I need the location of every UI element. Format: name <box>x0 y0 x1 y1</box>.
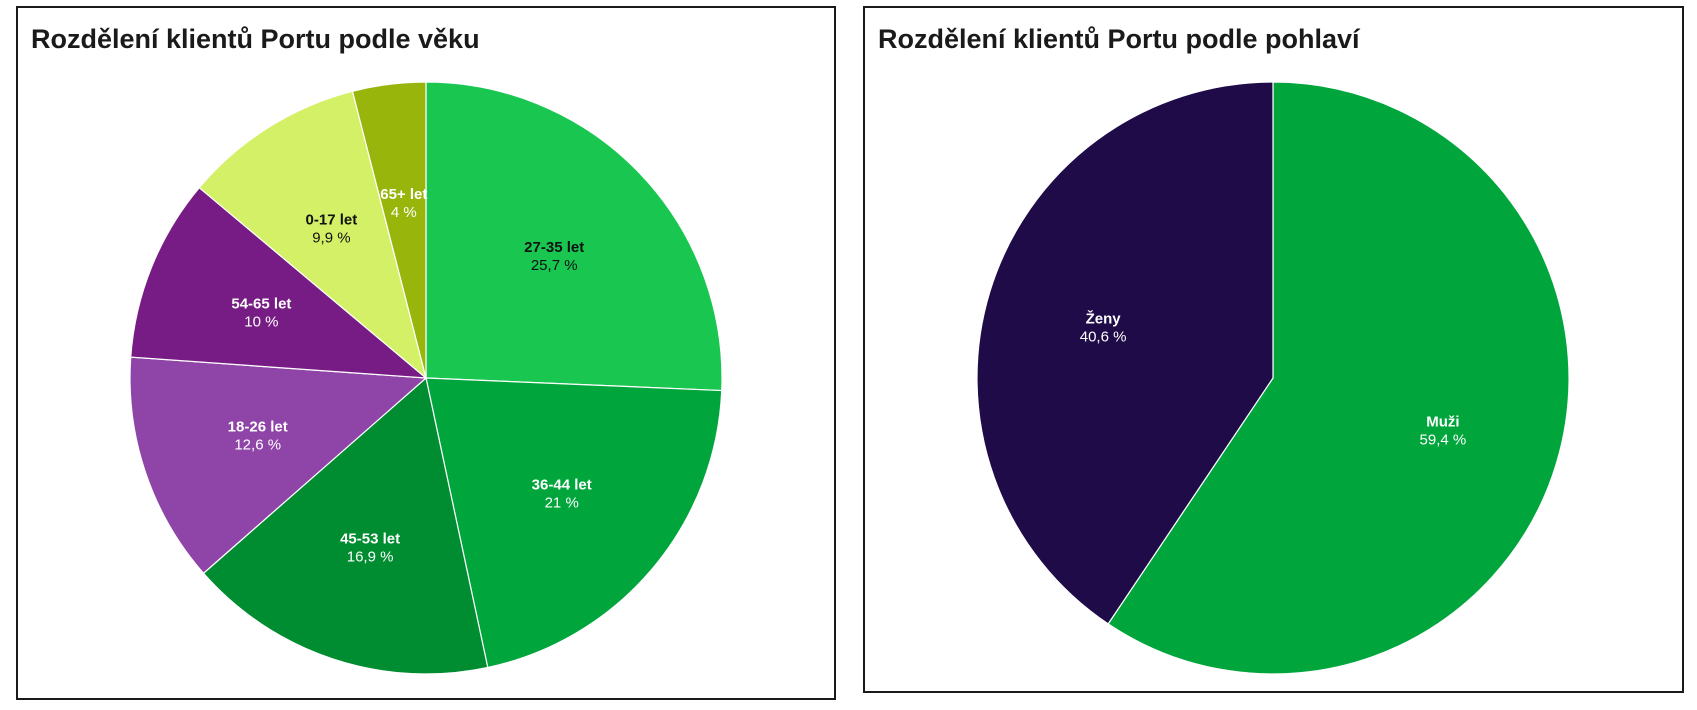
age-chart-title: Rozdělení klientů Portu podle věku <box>31 24 480 54</box>
pie-slice-36-44-let <box>425 377 723 669</box>
pie-slice-65plus-let <box>351 81 427 379</box>
pie-slice-0-17-let <box>198 90 428 380</box>
slice-label-65plus-let: 65+ let <box>380 186 427 203</box>
slice-label-27-35-let: 27-35 let <box>524 239 584 256</box>
slice-value-zeny: 40,6 % <box>1080 328 1127 345</box>
slice-value-muzi: 59,4 % <box>1420 432 1467 449</box>
slice-label-36-44-let: 36-44 let <box>532 477 592 494</box>
slice-label-18-26-let: 18-26 let <box>228 419 288 436</box>
slice-value-36-44-let: 21 % <box>545 495 579 512</box>
gender-chart-title: Rozdělení klientů Portu podle pohlaví <box>878 24 1360 54</box>
pie-slice-54-65-let <box>130 186 428 379</box>
slice-value-65plus-let: 4 % <box>391 204 417 221</box>
pie-slice-27-35-let <box>425 81 723 392</box>
slice-label-0-17-let: 0-17 let <box>306 212 358 229</box>
pie-slice-muzi <box>1107 81 1570 675</box>
slice-label-zeny: Ženy <box>1086 309 1122 327</box>
pie-slice-45-53-let <box>202 376 489 675</box>
slice-value-0-17-let: 9,9 % <box>312 230 350 247</box>
slice-value-54-65-let: 10 % <box>244 313 278 330</box>
age-chart-panel: Rozdělení klientů Portu podle věku 27-35… <box>16 6 836 700</box>
slice-label-muzi: Muži <box>1426 414 1459 431</box>
pie-slice-18-26-let <box>129 356 428 575</box>
slice-value-18-26-let: 12,6 % <box>234 437 281 454</box>
gender-chart-panel: Rozdělení klientů Portu podle pohlaví Mu… <box>863 6 1684 693</box>
slice-label-45-53-let: 45-53 let <box>340 531 400 548</box>
slice-value-45-53-let: 16,9 % <box>347 549 394 566</box>
slice-label-54-65-let: 54-65 let <box>231 295 291 312</box>
pie-slice-zeny <box>976 81 1274 625</box>
slice-value-27-35-let: 25,7 % <box>531 257 578 274</box>
